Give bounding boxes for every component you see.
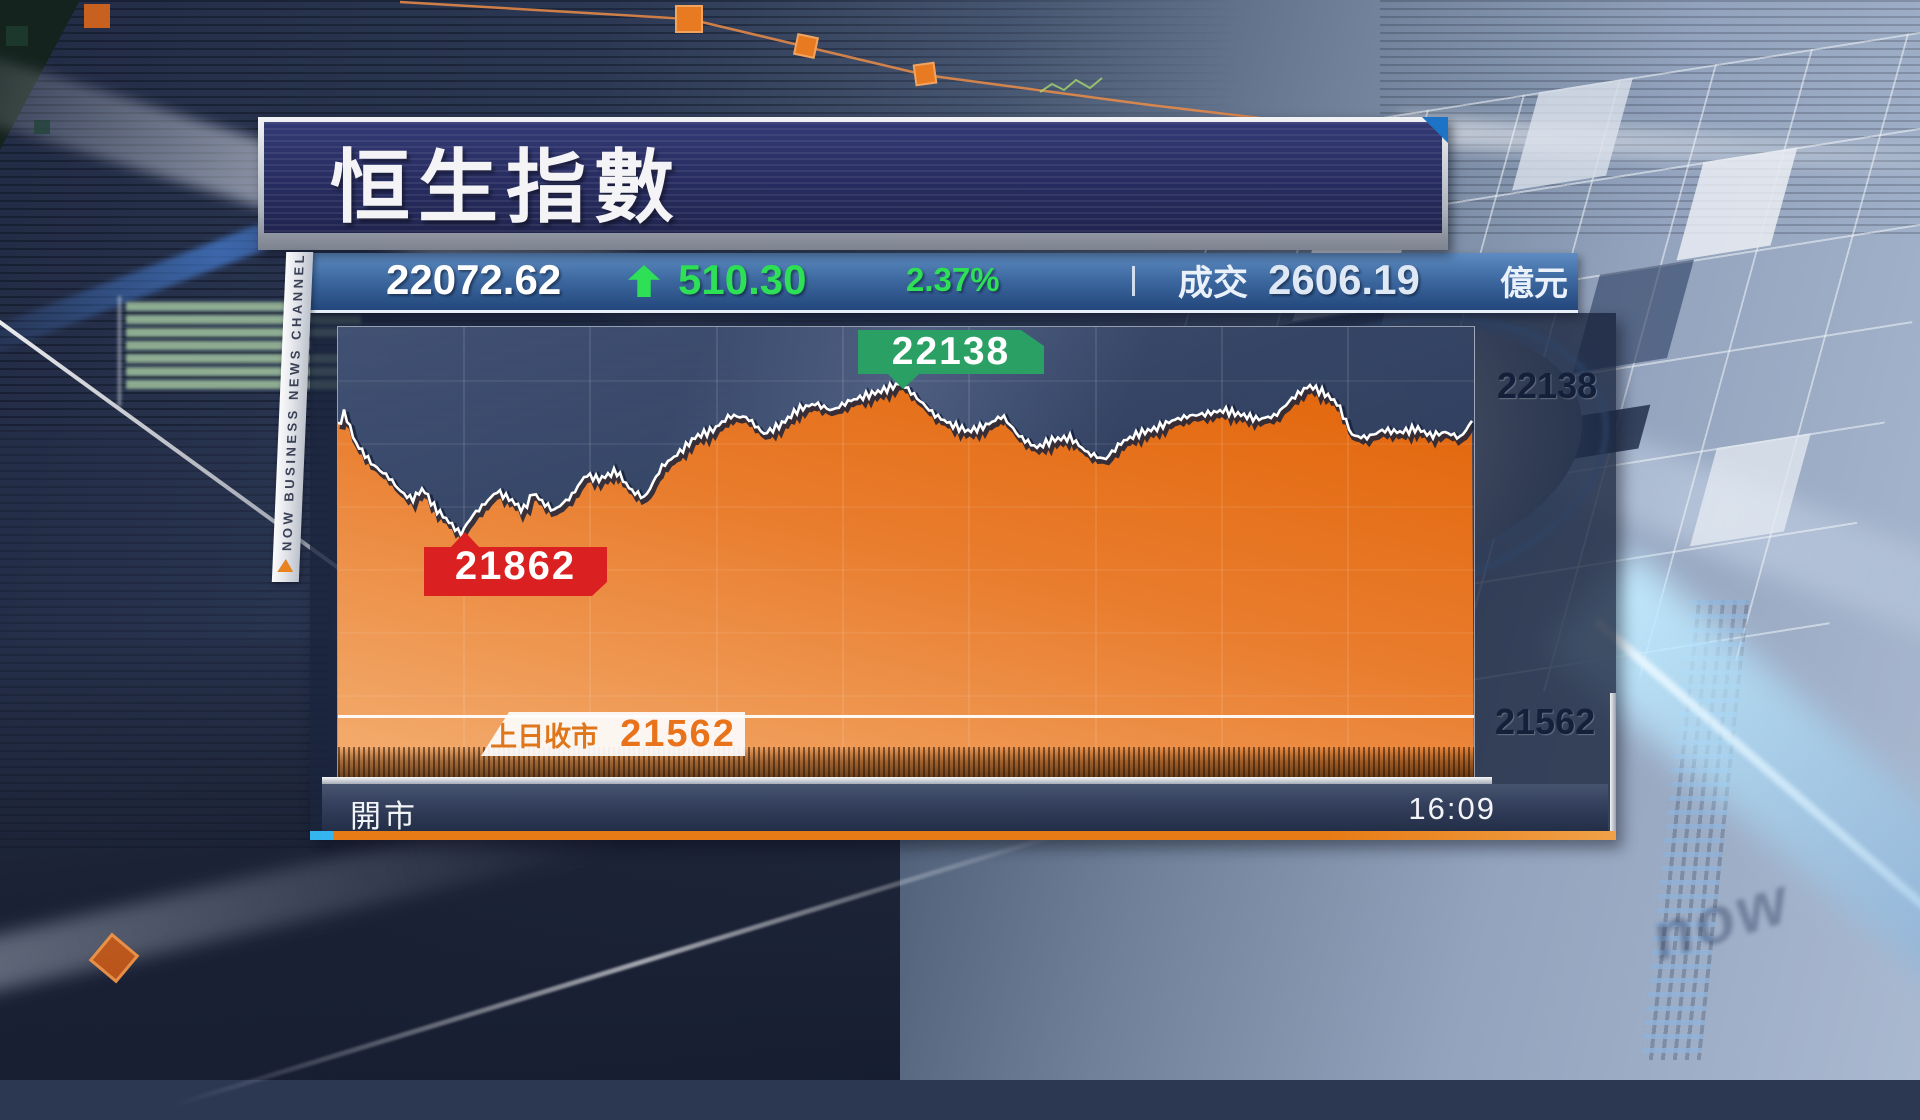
change-percent: 2.37% bbox=[906, 261, 1000, 298]
divider-strip bbox=[322, 777, 1492, 784]
market-open-label: 開市 bbox=[350, 799, 418, 834]
chart-svg bbox=[338, 327, 1474, 777]
previous-close-label: 上日收市 21562 bbox=[481, 712, 745, 756]
page-title: 恒生指數 bbox=[330, 143, 682, 232]
ticker-polyline-decor bbox=[400, 0, 1260, 120]
turnover-label: 成交 bbox=[1178, 263, 1249, 303]
intraday-area-chart: 上日收市 21562 22138 21862 bbox=[337, 326, 1475, 778]
right-axis-tick-high: 22138 bbox=[1497, 365, 1598, 406]
panel-orange-underline bbox=[310, 831, 1616, 840]
orange-square-decor bbox=[84, 4, 110, 28]
previous-close-line bbox=[338, 715, 1474, 718]
previous-close-text: 上日收市 bbox=[490, 721, 599, 752]
dark-square-decor bbox=[6, 26, 28, 46]
title-bar-inner bbox=[264, 122, 1442, 233]
change-value: 510.30 bbox=[678, 256, 807, 303]
dark-square-decor bbox=[34, 120, 50, 134]
quote-bar: 22072.62 510.30 2.37% 成交 2606.19 億元 bbox=[310, 253, 1578, 313]
panel-cyan-underline bbox=[310, 831, 333, 840]
index-value: 22072.62 bbox=[386, 256, 562, 303]
orange-triangle-icon bbox=[277, 559, 294, 572]
turnover-value: 2606.19 bbox=[1268, 256, 1420, 303]
time-label: 16:09 bbox=[1408, 791, 1496, 826]
previous-close-value: 21562 bbox=[620, 712, 736, 755]
divider bbox=[1132, 266, 1135, 296]
panel-silver-edge bbox=[1610, 693, 1616, 840]
turnover-unit: 億元 bbox=[1500, 264, 1568, 303]
chart-panel: 上日收市 21562 22138 21862 22138 21562 開市 16… bbox=[310, 313, 1616, 840]
price-line bbox=[338, 380, 1474, 539]
title-bar: 恒生指數 bbox=[258, 117, 1448, 250]
up-arrow-icon bbox=[628, 265, 660, 297]
footer-bar: 開市 16:09 bbox=[322, 784, 1608, 834]
right-axis-tick-low: 21562 bbox=[1495, 701, 1596, 742]
line-shadow bbox=[339, 379, 1474, 547]
